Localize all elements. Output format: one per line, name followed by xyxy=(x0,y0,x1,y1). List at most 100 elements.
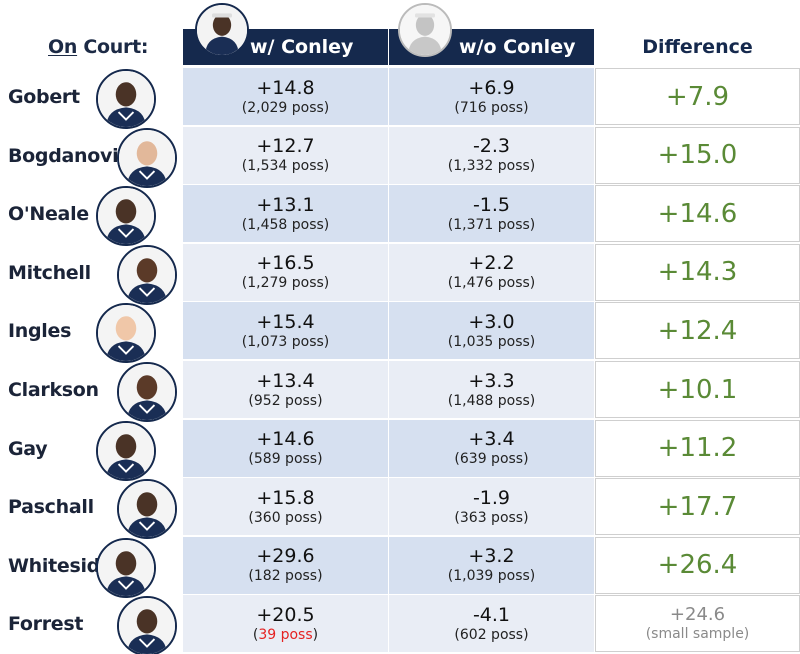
without-conley-cell: +2.2 (1,476 poss) xyxy=(389,243,594,301)
with-possessions: (360 poss) xyxy=(248,509,323,526)
without-conley-cell: +3.4 (639 poss) xyxy=(389,419,594,477)
table-row: Forrest +20.5 (39 poss) -4.1 (602 poss) … xyxy=(0,595,800,654)
without-net-rating: -2.3 xyxy=(472,135,511,158)
without-possessions: (1,476 poss) xyxy=(447,275,536,292)
without-possessions: (716 poss) xyxy=(454,99,529,116)
poss-close: ) xyxy=(312,626,319,643)
with-net-rating: +13.4 xyxy=(256,369,315,392)
with-net-rating: +13.1 xyxy=(256,193,315,216)
with-possessions: (1,534 poss) xyxy=(241,158,330,175)
with-net-rating: +20.5 xyxy=(256,603,315,626)
without-conley-cell: -2.3 (1,332 poss) xyxy=(389,126,594,184)
without-conley-cell: +3.0 (1,035 poss) xyxy=(389,302,594,360)
without-net-rating: -4.1 xyxy=(472,603,511,626)
without-possessions: (363 poss) xyxy=(454,509,529,526)
without-net-rating: +3.2 xyxy=(468,545,515,568)
without-possessions: (1,488 poss) xyxy=(447,392,536,409)
without-conley-cell: +6.9 (716 poss) xyxy=(389,68,594,125)
with-net-rating: +14.6 xyxy=(256,428,315,451)
player-avatar xyxy=(96,69,156,129)
without-possessions: (1,371 poss) xyxy=(447,216,536,233)
with-net-rating: +16.5 xyxy=(256,252,315,275)
difference-cell: +11.2 xyxy=(595,419,800,477)
without-possessions: (1,332 poss) xyxy=(447,158,536,175)
with-conley-label: w/ Conley xyxy=(250,36,354,58)
on-court-prefix: On xyxy=(48,36,78,58)
on-court-suffix: Court: xyxy=(77,36,149,58)
difference-cell: +26.4 xyxy=(595,536,800,594)
player-name: Gobert xyxy=(8,86,80,108)
with-net-rating: +12.7 xyxy=(256,135,315,158)
with-conley-cell: +13.4 (952 poss) xyxy=(183,361,388,418)
player-name: Bogdanovic xyxy=(8,144,130,167)
player-name: Whiteside xyxy=(8,554,113,577)
table-row: Bogdanovic +12.7 (1,534 poss) -2.3 (1,33… xyxy=(0,126,800,188)
difference-cell: +7.9 xyxy=(595,68,800,125)
without-possessions: (602 poss) xyxy=(454,626,529,643)
difference-value: +12.4 xyxy=(657,315,738,346)
difference-value: +14.3 xyxy=(657,257,738,288)
with-conley-cell: +15.8 (360 poss) xyxy=(183,478,388,536)
difference-value: +26.4 xyxy=(657,550,738,581)
with-possessions: (1,458 poss) xyxy=(241,216,330,233)
with-possessions: (2,029 poss) xyxy=(241,99,330,116)
player-avatar xyxy=(117,127,177,188)
with-conley-cell: +13.1 (1,458 poss) xyxy=(183,185,388,243)
small-sample-note: (small sample) xyxy=(645,625,750,642)
with-net-rating: +15.8 xyxy=(256,486,315,509)
player-name: Forrest xyxy=(8,613,84,636)
difference-cell: +15.0 xyxy=(595,126,800,184)
without-conley-label: w/o Conley xyxy=(459,36,576,58)
player-name: Mitchell xyxy=(8,261,91,284)
without-net-rating: +6.9 xyxy=(468,76,515,99)
with-possessions: (1,279 poss) xyxy=(241,275,330,292)
without-conley-cell: +3.2 (1,039 poss) xyxy=(389,536,594,594)
player-name: Ingles xyxy=(8,320,72,343)
with-possessions: (39 poss) xyxy=(183,626,388,644)
difference-value: +24.6 xyxy=(669,603,726,625)
table-row: O'Neale +13.1 (1,458 poss) -1.5 (1,371 p… xyxy=(0,185,800,247)
without-net-rating: -1.5 xyxy=(472,193,511,216)
difference-cell: +10.1 xyxy=(595,361,800,418)
with-net-rating: +14.8 xyxy=(256,76,315,99)
without-possessions: (1,039 poss) xyxy=(447,568,536,585)
without-conley-cell: -1.5 (1,371 poss) xyxy=(389,185,594,243)
player-avatar xyxy=(96,537,156,598)
without-possessions: (639 poss) xyxy=(454,451,529,468)
without-net-rating: +3.0 xyxy=(468,310,515,333)
difference-value: +7.9 xyxy=(665,81,730,112)
without-net-rating: +3.4 xyxy=(468,428,515,451)
table-row: Gay +14.6 (589 poss) +3.4 (639 poss) +11… xyxy=(0,419,800,481)
player-avatar xyxy=(96,303,156,364)
without-conley-cell: -4.1 (602 poss) xyxy=(389,595,594,653)
without-net-rating: +2.2 xyxy=(468,252,515,275)
player-avatar xyxy=(117,479,177,540)
table-row: Gobert +14.8 (2,029 poss) +6.9 (716 poss… xyxy=(0,68,800,129)
table-row: Mitchell +16.5 (1,279 poss) +2.2 (1,476 … xyxy=(0,243,800,305)
table-row: Ingles +15.4 (1,073 poss) +3.0 (1,035 po… xyxy=(0,302,800,364)
with-possessions: (589 poss) xyxy=(248,451,323,468)
player-avatar xyxy=(117,596,177,654)
player-avatar xyxy=(96,186,156,247)
without-net-rating: +3.3 xyxy=(468,369,515,392)
difference-value: +10.1 xyxy=(657,374,738,405)
small-sample-possessions: 39 poss xyxy=(258,626,313,643)
player-name: Clarkson xyxy=(8,379,99,401)
with-conley-cell: +20.5 (39 poss) xyxy=(183,595,388,653)
difference-cell: +14.3 xyxy=(595,243,800,301)
conley-avatar xyxy=(195,3,249,57)
difference-value: +14.6 xyxy=(657,198,738,229)
with-conley-cell: +14.8 (2,029 poss) xyxy=(183,68,388,125)
player-avatar xyxy=(96,420,156,481)
with-conley-cell: +29.6 (182 poss) xyxy=(183,536,388,594)
with-possessions: (182 poss) xyxy=(248,568,323,585)
with-conley-cell: +12.7 (1,534 poss) xyxy=(183,126,388,184)
conley-avatar-faded xyxy=(398,3,452,57)
with-net-rating: +15.4 xyxy=(256,310,315,333)
with-net-rating: +29.6 xyxy=(256,545,315,568)
player-name: Gay xyxy=(8,437,48,460)
table-row: Whiteside +29.6 (182 poss) +3.2 (1,039 p… xyxy=(0,536,800,598)
with-conley-cell: +16.5 (1,279 poss) xyxy=(183,243,388,301)
difference-cell: +17.7 xyxy=(595,478,800,536)
column-header-difference: Difference xyxy=(595,29,800,65)
